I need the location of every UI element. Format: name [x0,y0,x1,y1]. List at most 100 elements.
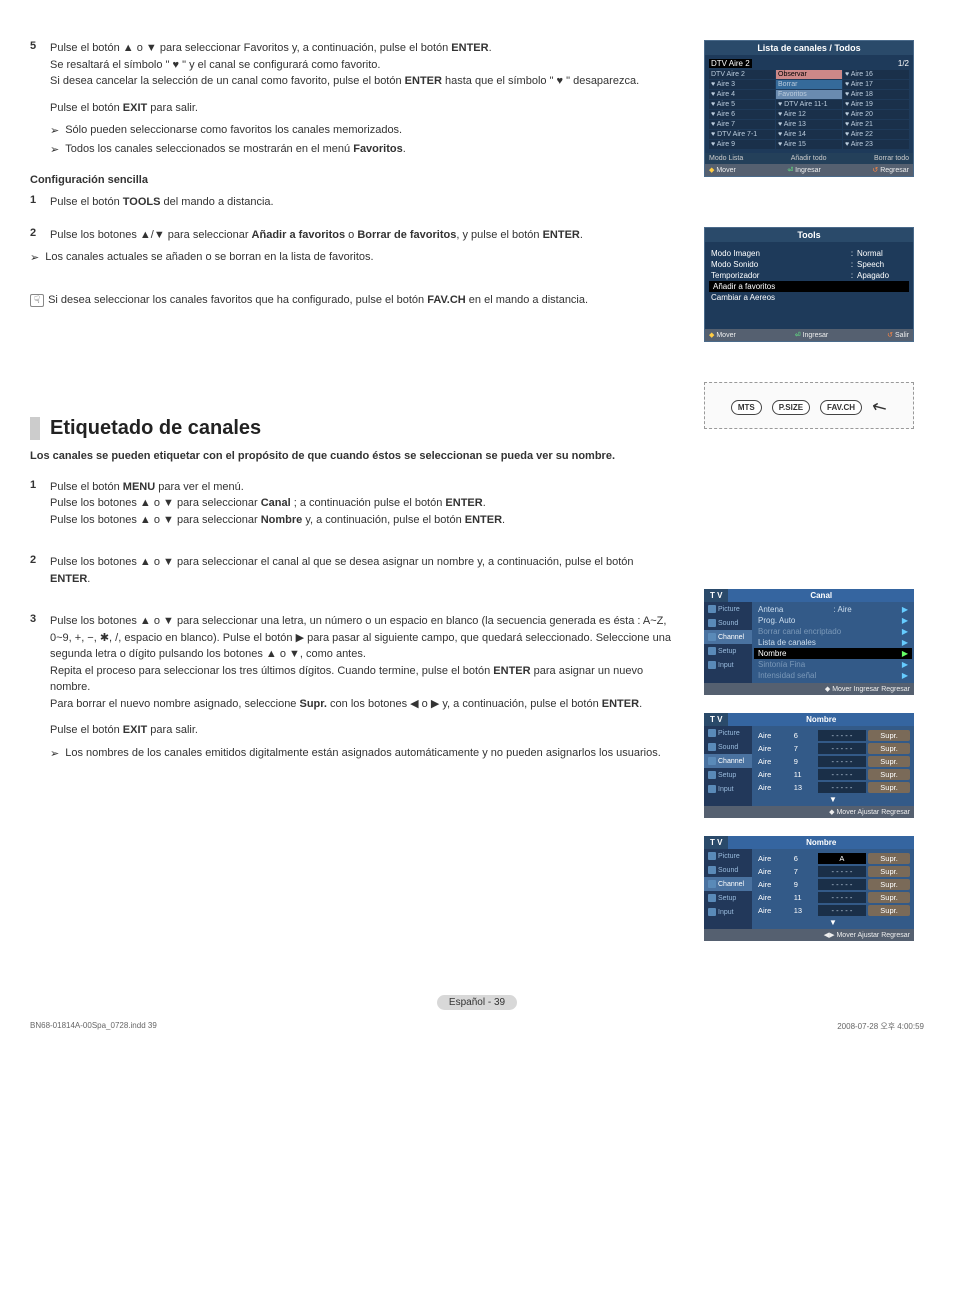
ch-cell: ♥ Aire 22 [843,130,909,139]
selected-channel: DTV Aire 2 [709,59,752,68]
nombre-label: Nombre [261,514,303,526]
txt: Aire 19 [851,101,873,108]
remote-note-icon: ☟ [30,294,44,307]
txt: Repita el proceso para seleccionar los t… [50,665,493,677]
txt: Picture [718,730,740,737]
enter-label: ENTER [451,42,488,54]
ch-cell: ♥ DTV Aire 11-1 [776,100,842,109]
input-icon [708,908,716,916]
note-text: Sólo pueden seleccionarse como favoritos… [65,124,402,137]
txt: Mover Ingresar Regresar [832,686,910,693]
menu-sintonia: Sintonía Fina [758,660,805,669]
txt: Pulse el botón [50,102,123,114]
txt: Aire 5 [717,101,735,108]
picture-icon [708,729,716,737]
txt: Aire 22 [851,131,873,138]
tools-label: Modo Sonido [711,260,847,269]
menu-intensidad: Intensidad señal [758,671,816,680]
bullet-arrow-icon: ➢ [30,251,39,264]
txt: Channel [718,758,744,765]
txt: Pulse los botones ▲ o ▼ para seleccionar… [50,615,671,660]
name-val: A [818,853,866,864]
txt: Aire 7 [717,121,735,128]
ch-cell: DTV Aire 2 [709,70,775,79]
nav-ingresar: ⏎ Ingresar [787,166,821,174]
side-setup: Setup [704,768,752,782]
page-indicator: 1/2 [898,59,909,68]
nav-salir: ↺ Salir [887,331,909,339]
side-channel: Channel [704,754,752,768]
txt: Input [718,909,734,916]
nav-ingresar: ⏎ Ingresar [795,331,829,339]
favoritos-label: Favoritos [353,143,403,155]
setup-icon [708,771,716,779]
txt: Si desea cancelar la selección de un can… [50,75,405,87]
txt: para ver el menú. [155,481,244,493]
enter-label: ENTER [602,698,639,710]
name-aire: Aire [756,769,790,780]
txt: ; a continuación pulse el botón [291,497,446,509]
txt: . [580,229,583,241]
picture-icon [708,605,716,613]
ch-cell: ♥ Aire 19 [843,100,909,109]
sound-icon [708,743,716,751]
enter-label: ENTER [50,573,87,585]
side-input: Input [704,905,752,919]
txt: Input [718,786,734,793]
name-num: 6 [792,853,816,864]
section-intro: Los canales se pueden etiquetar con el p… [30,448,674,465]
mts-button: MTS [731,400,762,415]
step-number: 2 [30,554,50,587]
psize-button: P.SIZE [772,400,810,415]
txt: hasta que el símbolo " ♥ " desaparezca. [442,75,639,87]
channel-icon [708,633,716,641]
txt: Aire 21 [851,121,873,128]
sec2-step1: Pulse el botón MENU para ver el menú. Pu… [50,479,674,529]
doc-timestamp: 2008-07-28 오후 4:00:59 [837,1021,924,1032]
txt: Setup [718,895,736,902]
txt: y, a continuación, pulse el botón [302,514,464,526]
side-sound: Sound [704,616,752,630]
ch-cell: ♥ Aire 17 [843,80,909,89]
txt: , y pulse el botón [456,229,542,241]
name-num: 6 [792,730,816,741]
txt: Setup [718,648,736,655]
name-val: - - - - - [818,905,866,916]
txt: DTV Aire 7-1 [717,131,757,138]
channel-icon [708,880,716,888]
txt: Mover Ajustar Regresar [836,809,910,816]
txt: Ingresar [803,332,829,339]
setup-icon [708,647,716,655]
txt: Pulse los botones ▲ o ▼ para seleccionar… [50,556,634,568]
txt: Sound [718,867,738,874]
ch-cell: ♥ Aire 13 [776,120,842,129]
txt: Si desea seleccionar los canales favorit… [48,294,427,306]
tools-val: Apagado [857,271,907,280]
ch-cell: ♥ Aire 3 [709,80,775,89]
name-val: - - - - - [818,769,866,780]
menu-canal-osd: T V Canal Picture Sound Channel Setup In… [704,589,914,695]
picture-icon [708,852,716,860]
sec2-step3: Pulse los botones ▲ o ▼ para seleccionar… [50,613,674,739]
sec2-step2: Pulse los botones ▲ o ▼ para seleccionar… [50,554,674,587]
tools-highlighted: Añadir a favoritos [709,281,909,292]
txt: para salir. [147,102,198,114]
txt: Sound [718,744,738,751]
txt: . [87,573,90,585]
txt: Regresar [880,167,909,174]
txt: . [502,514,505,526]
side-input: Input [704,658,752,672]
menu-nav: ◆ Mover Ingresar Regresar [704,683,914,695]
etiquetado-title: Etiquetado de canales [30,417,674,440]
name-val: - - - - - [818,892,866,903]
tools-label: Modo Imagen [711,249,847,258]
tools-title: Tools [705,228,913,242]
txt: . [489,42,492,54]
tools-label: TOOLS [123,196,161,208]
menu-antena: Antena [758,605,783,614]
ch-cell: ♥ Aire 5 [709,100,775,109]
name-aire: Aire [756,879,790,890]
txt: Setup [718,772,736,779]
name-supr: Supr. [868,879,910,890]
menu-progauto: Prog. Auto [758,616,795,625]
